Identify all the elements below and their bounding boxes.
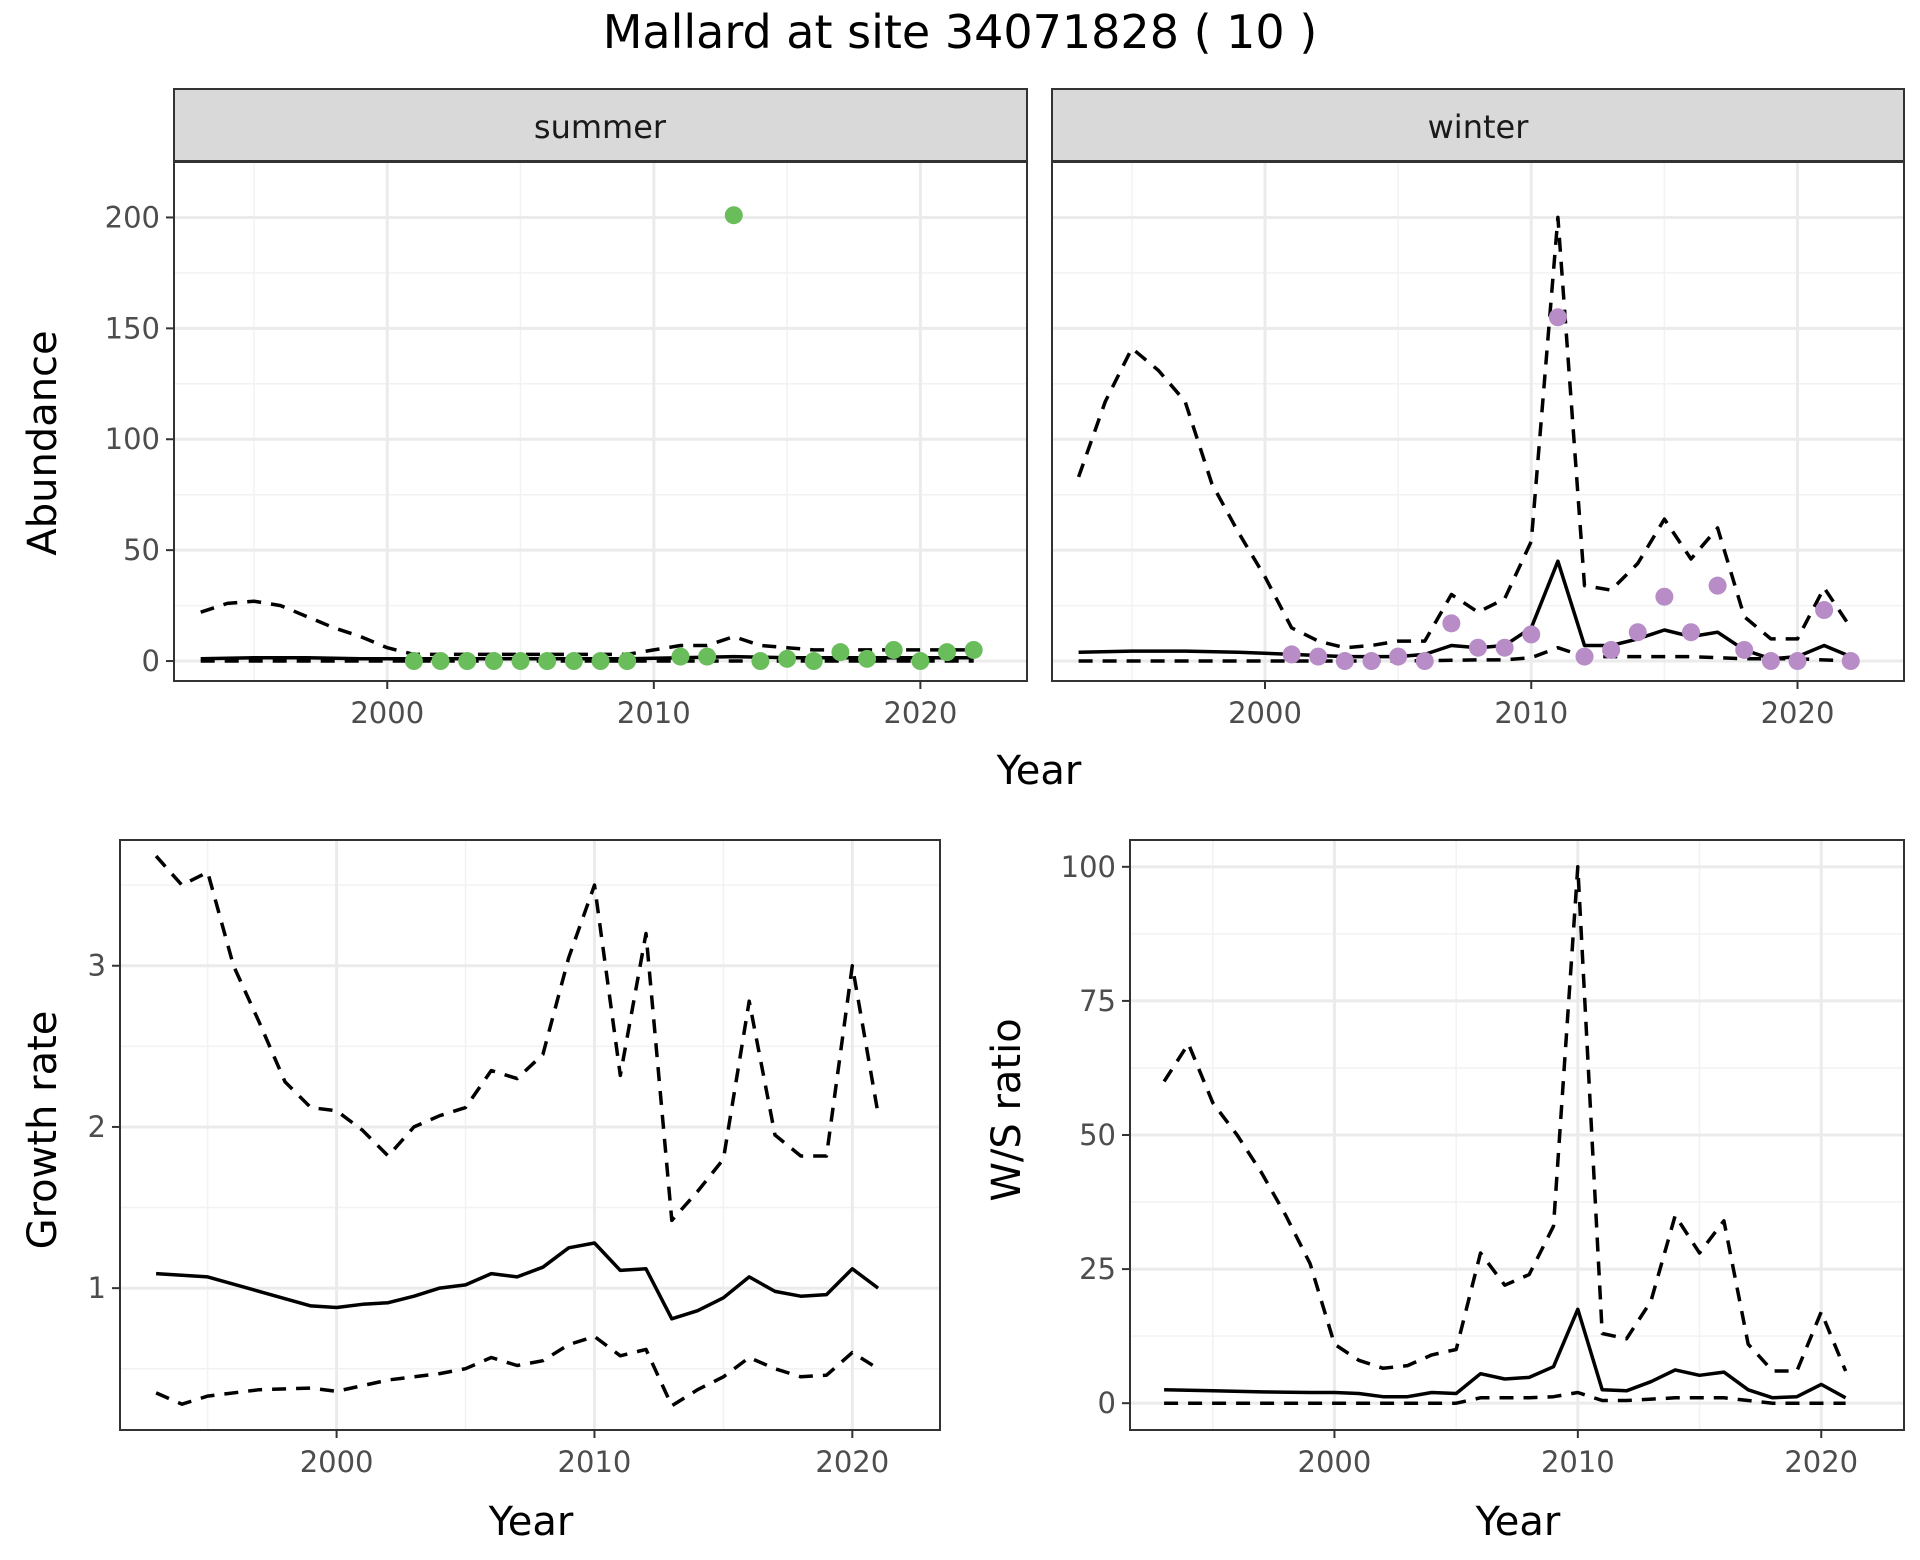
y-tick-label: 50: [123, 533, 160, 567]
data-point: [484, 652, 503, 671]
panel-border: [1051, 161, 1905, 682]
panel-growth-rate: 2000 2010 2020 1 2 3: [88, 839, 941, 1479]
series-mean-line: [155, 1241, 880, 1321]
data-point: [404, 652, 423, 671]
y-tick-label: 75: [1079, 984, 1116, 1018]
data-point: [964, 640, 983, 659]
panel-abundance-summer: summer 2000 2010 2020 0 50 100 150 200: [105, 88, 1028, 730]
series-mean-line: [200, 654, 974, 661]
strip-label-summer: summer: [534, 108, 667, 146]
data-point: [1548, 308, 1567, 327]
panel-ws-ratio: 2000 2010 2020 0 25 50 75 100: [1061, 839, 1905, 1479]
data-point: [1309, 647, 1328, 666]
data-point: [538, 652, 557, 671]
data-point: [671, 647, 690, 666]
x-tick-label: 2000: [1298, 1445, 1372, 1479]
data-point: [778, 649, 797, 668]
y-tick-label: 50: [1079, 1118, 1116, 1152]
y-tick-label: 1: [88, 1271, 106, 1305]
x-tick-label: 2000: [300, 1445, 374, 1479]
data-point: [564, 652, 583, 671]
data-point: [1682, 623, 1700, 642]
panel-abundance-winter: winter 2000 2010 2020: [1051, 88, 1905, 730]
data-point: [938, 643, 957, 662]
series-upper-bound-line: [1076, 215, 1853, 650]
y-tick-label: 0: [142, 644, 160, 678]
data-point: [1415, 652, 1434, 671]
data-point: [1602, 640, 1621, 659]
x-tick-label: 2000: [350, 696, 424, 730]
data-point: [1841, 652, 1860, 671]
strip-winter: [1051, 88, 1905, 162]
x-tick-label: 2000: [1228, 696, 1302, 730]
y-tick-label: 3: [88, 949, 106, 983]
y-tick-label: 100: [1061, 850, 1116, 884]
x-tick-label: 2010: [1541, 1445, 1615, 1479]
series-upper-bound-line: [1162, 865, 1848, 1373]
y-axis-title-growth: Growth rate: [20, 1011, 66, 1250]
data-point: [1362, 652, 1381, 671]
data-point: [724, 206, 743, 225]
series-mean-line: [1078, 559, 1852, 661]
data-point: [1575, 647, 1594, 666]
y-tick-label: 100: [105, 422, 160, 456]
data-point: [1469, 638, 1487, 657]
strip-summer: [173, 88, 1028, 162]
y-tick-label: 0: [1098, 1386, 1116, 1420]
y-tick-label: 2: [88, 1110, 106, 1144]
data-point: [1708, 576, 1727, 595]
data-point: [1335, 652, 1354, 671]
strip-label-winter: winter: [1428, 108, 1530, 146]
y-axis-title-abundance: Abundance: [20, 330, 66, 555]
data-point: [591, 652, 610, 671]
data-point: [431, 652, 450, 671]
data-point: [831, 643, 850, 662]
panel-border: [173, 161, 1028, 682]
x-tick-label: 2020: [1761, 696, 1835, 730]
data-point: [1815, 601, 1834, 620]
data-point: [804, 652, 823, 671]
x-axis-title-growth: Year: [488, 1499, 574, 1545]
x-tick-label: 2010: [558, 1445, 632, 1479]
x-axis-title-ratio: Year: [1475, 1499, 1561, 1545]
series-lower-bound-line: [1164, 1390, 1846, 1405]
data-point: [1442, 614, 1461, 633]
x-tick-label: 2010: [617, 696, 691, 730]
data-point: [911, 652, 930, 671]
series-upper-bound-line: [154, 854, 880, 1223]
panel-border: [119, 839, 941, 1431]
y-tick-label: 200: [105, 200, 160, 234]
data-point: [1655, 587, 1674, 606]
data-point: [884, 640, 903, 659]
data-point: [618, 652, 637, 671]
y-tick-label: 150: [105, 311, 160, 345]
data-point: [751, 652, 770, 671]
data-point: [1282, 645, 1301, 664]
x-tick-label: 2010: [1494, 696, 1568, 730]
series-mean-line: [1164, 1307, 1847, 1400]
series-upper-bound-line: [200, 599, 974, 657]
data-point: [1389, 647, 1408, 666]
data-point: [1628, 623, 1647, 642]
x-axis-title-abundance: Year: [996, 748, 1082, 794]
y-tick-label: 25: [1079, 1252, 1116, 1286]
data-point: [511, 652, 530, 671]
data-point: [1522, 625, 1541, 644]
data-point: [1788, 652, 1807, 671]
data-point: [1495, 638, 1514, 657]
data-point: [1761, 652, 1780, 671]
y-axis-title-ratio: W/S ratio: [984, 1018, 1030, 1201]
data-point: [1735, 640, 1754, 659]
data-point: [858, 649, 877, 668]
series-lower-bound-line: [155, 1334, 880, 1408]
data-point: [458, 652, 477, 671]
figure-title: Mallard at site 34071828 ( 10 ): [603, 5, 1318, 59]
x-tick-label: 2020: [883, 696, 957, 730]
x-tick-label: 2020: [1784, 1445, 1858, 1479]
data-point: [698, 647, 717, 666]
x-tick-label: 2020: [815, 1445, 889, 1479]
